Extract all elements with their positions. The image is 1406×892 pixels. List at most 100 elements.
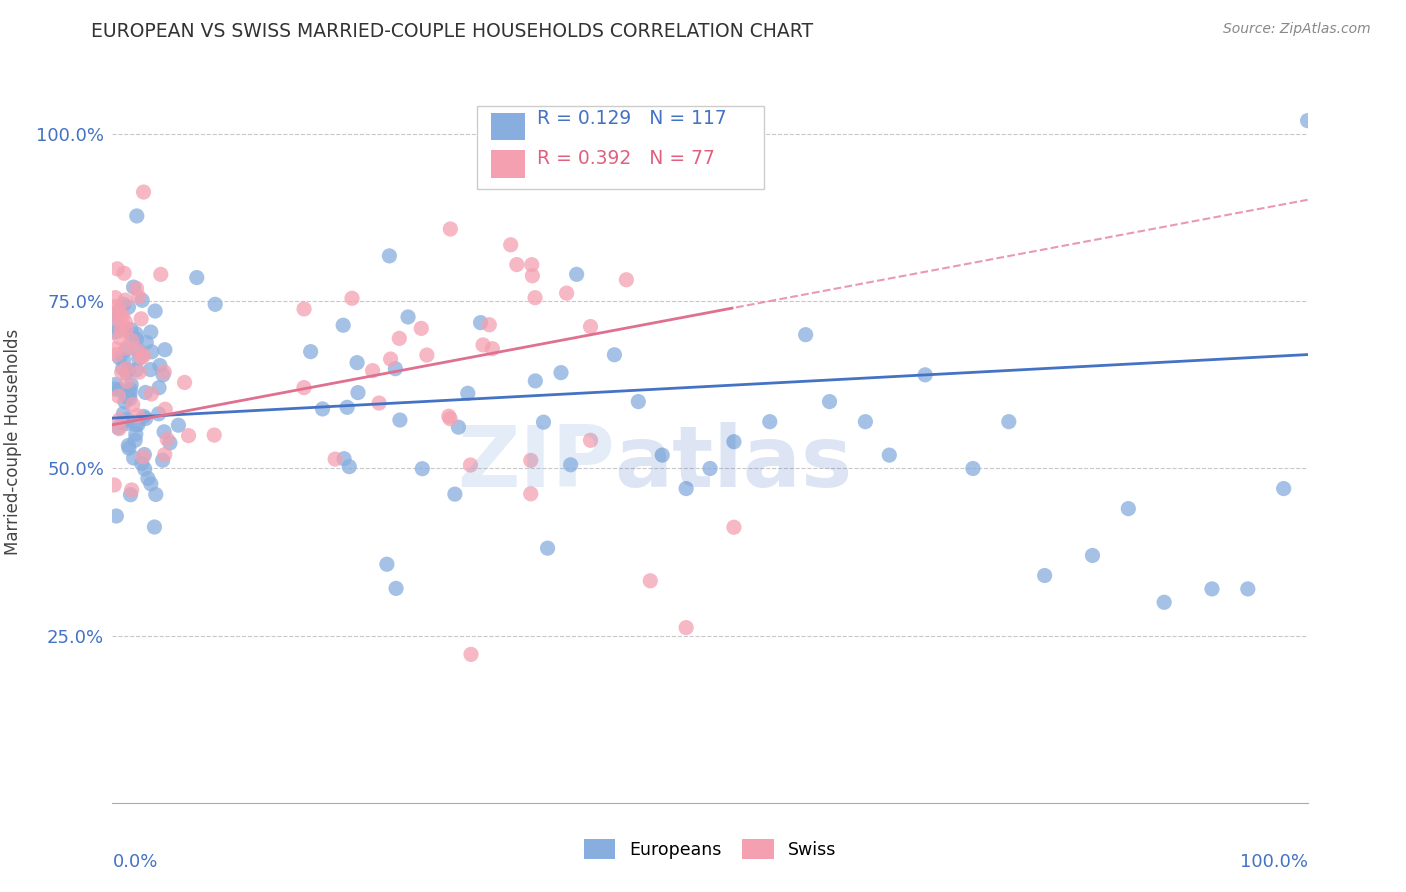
Point: [385, 582, 408, 596]
Point: [522, 268, 544, 283]
Point: [299, 344, 322, 359]
Point: [118, 362, 141, 376]
Point: [439, 411, 461, 425]
Point: [1033, 568, 1056, 582]
Point: [104, 382, 127, 396]
Point: [202, 428, 225, 442]
Point: [139, 362, 162, 376]
Point: [152, 453, 174, 467]
Point: [115, 341, 138, 355]
Point: [1153, 595, 1175, 609]
Point: [470, 316, 492, 330]
Point: [998, 415, 1021, 429]
Point: [135, 335, 157, 350]
Point: [115, 343, 138, 357]
Point: [134, 462, 156, 476]
Point: [159, 436, 181, 450]
Point: [292, 381, 315, 395]
Point: [108, 303, 131, 318]
Point: [127, 343, 149, 358]
Point: [128, 351, 150, 366]
Point: [112, 352, 135, 367]
Point: [128, 290, 150, 304]
Point: [118, 392, 141, 406]
Point: [134, 385, 156, 400]
Point: [437, 409, 460, 424]
Point: [416, 348, 439, 362]
Point: [148, 381, 170, 395]
Point: [143, 520, 166, 534]
Point: [111, 309, 134, 323]
Point: [121, 334, 143, 348]
Point: [120, 383, 142, 397]
Point: [114, 394, 136, 409]
Point: [520, 487, 543, 501]
Point: [122, 280, 145, 294]
Point: [177, 428, 200, 442]
Point: [347, 385, 370, 400]
Point: [115, 361, 138, 376]
Point: [337, 459, 360, 474]
Point: [143, 304, 166, 318]
Point: [524, 291, 547, 305]
Point: [447, 420, 470, 434]
Point: [108, 383, 131, 397]
Point: [1081, 549, 1104, 563]
Point: [759, 415, 782, 429]
Point: [139, 325, 162, 339]
Point: [388, 413, 411, 427]
Point: [333, 451, 356, 466]
Point: [384, 361, 406, 376]
Point: [105, 348, 128, 362]
Point: [149, 268, 172, 282]
Point: [125, 332, 148, 346]
Point: [444, 487, 467, 501]
Point: [121, 398, 143, 412]
Point: [129, 351, 152, 365]
Point: [675, 621, 697, 635]
Point: [121, 483, 143, 497]
Point: [115, 366, 138, 380]
Point: [127, 417, 149, 432]
Point: [520, 258, 543, 272]
Point: [115, 375, 138, 389]
Point: [555, 286, 578, 301]
Point: [105, 312, 128, 326]
Point: [112, 297, 135, 311]
Point: [117, 300, 139, 314]
Point: [481, 342, 503, 356]
Point: [115, 321, 138, 335]
Point: [1201, 582, 1223, 596]
Point: [340, 291, 363, 305]
Point: [105, 261, 128, 276]
Point: [149, 359, 172, 373]
Text: ZIP: ZIP: [457, 422, 614, 505]
Point: [141, 387, 163, 401]
Bar: [491, 151, 524, 178]
Point: [155, 402, 177, 417]
Point: [104, 342, 127, 356]
Point: [112, 407, 135, 421]
Point: [565, 268, 588, 282]
Point: [132, 349, 155, 363]
Point: [627, 394, 650, 409]
Point: [1296, 113, 1319, 128]
Point: [311, 401, 333, 416]
Point: [579, 319, 602, 334]
Point: [506, 258, 529, 272]
Text: R = 0.129   N = 117: R = 0.129 N = 117: [537, 109, 727, 128]
Point: [124, 434, 146, 448]
Point: [110, 309, 132, 323]
Point: [120, 322, 142, 336]
Text: EUROPEAN VS SWISS MARRIED-COUPLE HOUSEHOLDS CORRELATION CHART: EUROPEAN VS SWISS MARRIED-COUPLE HOUSEHO…: [91, 22, 814, 41]
Point: [108, 413, 131, 427]
Point: [396, 310, 419, 324]
Point: [118, 441, 141, 455]
Point: [457, 386, 479, 401]
Point: [104, 300, 127, 314]
Point: [173, 376, 195, 390]
Point: [104, 291, 127, 305]
Point: [152, 368, 174, 382]
Legend: Europeans, Swiss: Europeans, Swiss: [576, 832, 844, 866]
Point: [579, 434, 602, 448]
